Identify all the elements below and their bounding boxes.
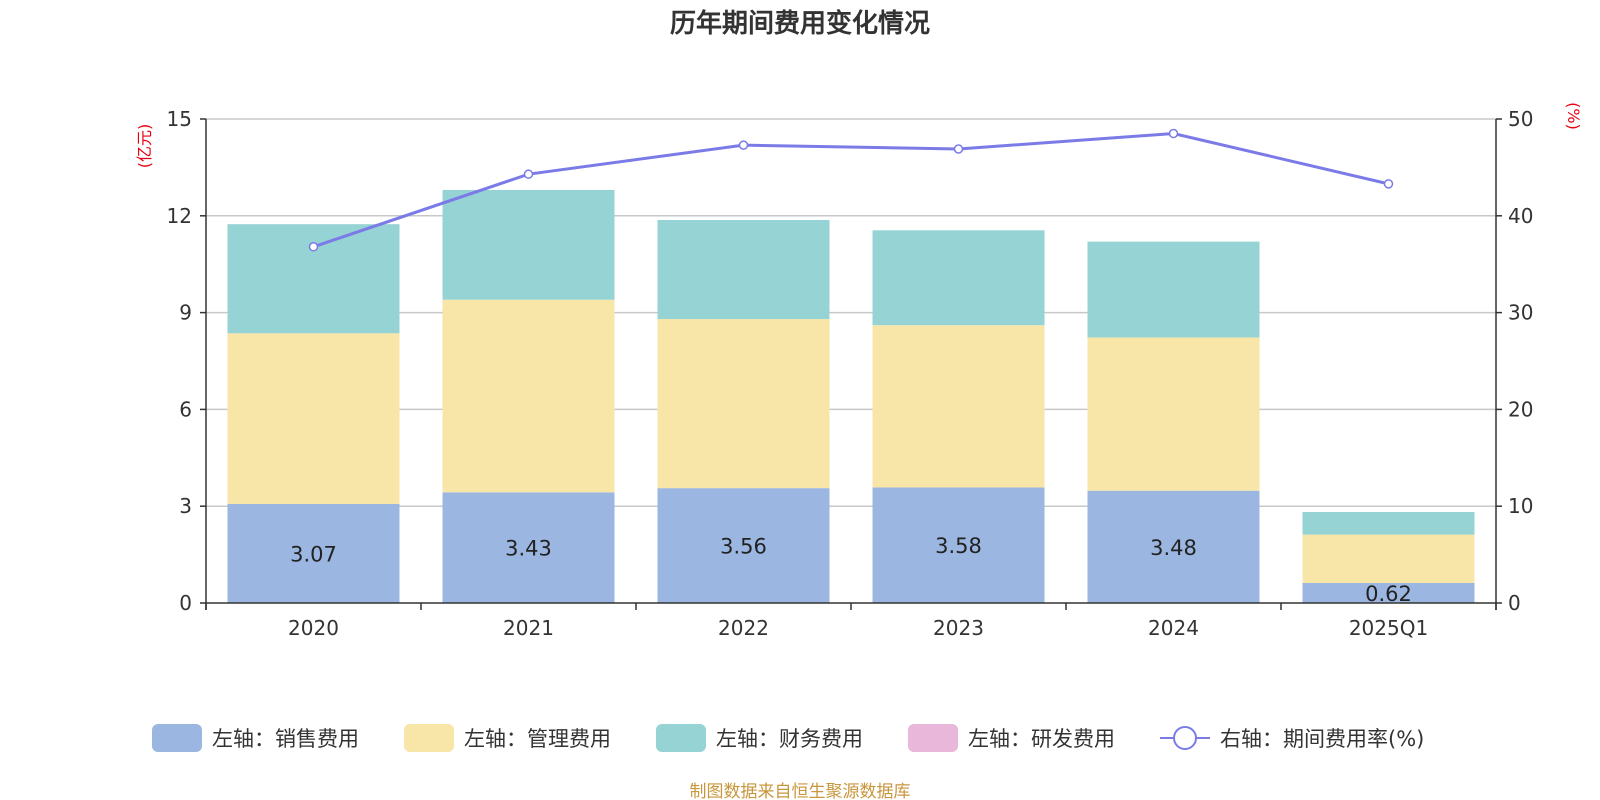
- bar-value-label: 0.62: [1365, 582, 1412, 606]
- bar-segment: [1302, 512, 1475, 535]
- data-labels: 3.07 3.43 3.56 3.58 3.48 0.62: [290, 534, 1412, 606]
- legend-label: 右轴：期间费用率(%): [1220, 727, 1424, 751]
- legend-item: 左轴：管理费用: [404, 724, 611, 752]
- right-axis-tick-label: 0: [1508, 591, 1521, 615]
- right-axis-tick-label: 20: [1508, 397, 1533, 421]
- source-note: 制图数据来自恒生聚源数据库: [690, 782, 911, 800]
- bar-segment: [442, 299, 615, 493]
- bar-segment: [227, 333, 400, 504]
- rate-line-point: [1168, 128, 1179, 139]
- bar-segment: [442, 492, 615, 603]
- left-axis-unit: (亿元): [135, 124, 154, 169]
- rate-line-point: [523, 169, 534, 179]
- bar-value-label: 3.48: [1150, 536, 1197, 560]
- right-axis-tick-label: 10: [1508, 494, 1533, 518]
- bar-segment: [1087, 241, 1260, 338]
- legend-label: 左轴：财务费用: [716, 727, 863, 751]
- gridlines: [206, 118, 1496, 507]
- right-axis-tick-label: 50: [1508, 107, 1533, 131]
- legend-swatch: [656, 724, 706, 752]
- left-axis-tick-label: 6: [179, 397, 192, 421]
- rate-line-path: [313, 132, 1389, 249]
- right-axis-tick-label: 40: [1508, 204, 1533, 228]
- left-axis-tick-label: 0: [179, 591, 192, 615]
- bar-segment: [1087, 490, 1260, 603]
- left-axis-tick-label: 12: [167, 204, 192, 228]
- bar-segment: [657, 488, 830, 603]
- x-axis-tick-label: 2024: [1148, 616, 1199, 640]
- bars: [227, 189, 1475, 603]
- x-axis-tick-label: 2023: [933, 616, 984, 640]
- left-axis-tick-label: 15: [167, 107, 192, 131]
- x-axis-tick-label: 2020: [288, 616, 339, 640]
- bar-segment: [872, 487, 1045, 603]
- bar-value-label: 3.56: [720, 535, 767, 559]
- bar-segment: [227, 503, 400, 603]
- bar-value-label: 3.58: [935, 534, 982, 558]
- bar-segment: [872, 230, 1045, 326]
- x-axis-tick-label: 2022: [718, 616, 769, 640]
- legend-marker: [1173, 726, 1197, 750]
- left-axis-tick-label: 9: [179, 301, 192, 325]
- legend-item: 右轴：期间费用率(%): [1160, 726, 1424, 751]
- bar-segment: [657, 219, 830, 320]
- right-axis-tick-label: 30: [1508, 301, 1533, 325]
- chart-title: 历年期间费用变化情况: [670, 8, 930, 39]
- rate-line-point: [738, 140, 749, 150]
- bar-segment: [227, 224, 400, 334]
- legend-label: 左轴：研发费用: [968, 727, 1115, 751]
- rate-line-point: [1383, 179, 1394, 189]
- rate-line: [308, 128, 1394, 252]
- bar-segment: [872, 325, 1045, 488]
- legend-item: 左轴：研发费用: [908, 724, 1115, 752]
- legend-swatch: [404, 724, 454, 752]
- bar-segment: [1302, 582, 1475, 603]
- legend-swatch: [152, 724, 202, 752]
- legend-item: 左轴：销售费用: [152, 724, 359, 752]
- bar-segment: [657, 319, 830, 489]
- legend-swatch: [908, 724, 958, 752]
- legend-label: 左轴：管理费用: [464, 727, 611, 751]
- legend-label: 左轴：销售费用: [212, 727, 359, 751]
- left-axis-tick-label: 3: [179, 494, 192, 518]
- legend-item: 左轴：财务费用: [656, 724, 863, 752]
- bar-segment: [1087, 337, 1260, 491]
- legend: 左轴：销售费用 左轴：管理费用 左轴：财务费用 左轴：研发费用 右轴：期间费用率(%): [152, 724, 1424, 752]
- x-axis-tick-label: 2025Q1: [1349, 616, 1428, 640]
- bar-value-label: 3.07: [290, 542, 337, 566]
- right-axis-unit: (%): [1564, 102, 1583, 130]
- bar-segment: [1302, 534, 1475, 583]
- x-axis-tick-label: 2021: [503, 616, 554, 640]
- rate-line-point: [953, 144, 964, 154]
- rate-line-point: [308, 242, 319, 252]
- bar-segment: [442, 189, 615, 300]
- axes: 0 3 6 9 12 15 0 10 20 30 40 50 2020 2021 2022 2023 2024 2…: [167, 107, 1534, 640]
- bar-value-label: 3.43: [505, 537, 552, 561]
